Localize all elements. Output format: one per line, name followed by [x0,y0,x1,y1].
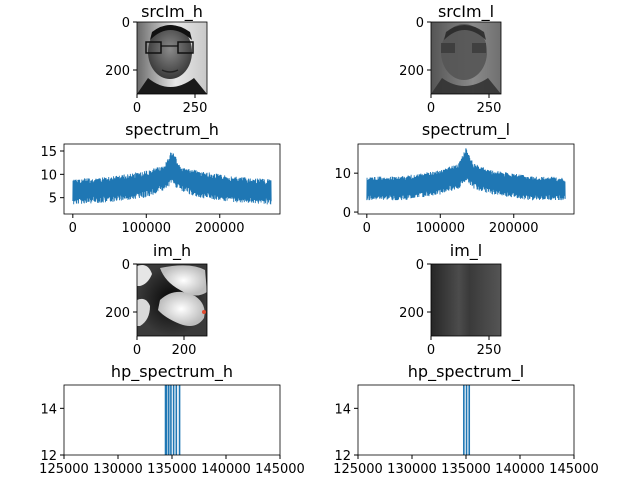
y-tick-label: 0 [122,16,130,31]
x-tick-label: 145000 [255,462,305,477]
axes-frame [357,143,575,215]
panel-srcim-h: srcIm_h 0 250 0 200 [105,2,207,116]
x-tick-label: 0 [133,343,141,358]
y-tick-label: 12 [40,449,57,464]
x-tick-label: 200000 [195,221,245,236]
y-tick-label: 200 [399,306,424,321]
panel-spectrum-l: spectrum_l 0 100000 200000 0 10 [334,120,575,236]
panel-hp-spectrum-h: hp_spectrum_h 125000 130000 135000 140000 14… [39,362,305,477]
y-tick-label: 14 [334,402,351,417]
spectrum-line [72,152,272,205]
x-tick-label: 250 [477,343,502,358]
y-tick-label: 10 [40,168,57,183]
panel-hp-spectrum-l: hp_spectrum_l 125000 130000 135000 140000 14… [333,362,599,477]
axes-frame [63,384,281,456]
y-tick-label: 0 [416,16,424,31]
blob-image [137,264,207,336]
y-tick-label: 200 [105,306,130,321]
y-tick-label: 10 [334,167,351,182]
y-axis: 0 200 [105,258,137,321]
x-tick-label: 0 [427,343,435,358]
axes-frame [430,21,502,95]
x-axis: 0 250 [427,336,502,358]
x-tick-label: 135000 [441,462,491,477]
x-tick-label: 0 [363,221,371,236]
y-tick-label: 12 [334,449,351,464]
panel-im-h: im_h 0 200 0 200 [105,241,208,358]
panel-srcim-l: srcIm_l 0 250 0 200 [399,2,501,116]
x-tick-label: 0 [133,101,141,116]
x-tick-label: 0 [69,221,77,236]
x-tick-label: 130000 [387,462,437,477]
x-tick-label: 125000 [39,462,89,477]
panel-title: spectrum_l [422,120,510,140]
y-axis: 0 200 [105,16,137,79]
panel-spectrum-h: spectrum_h 0 100000 200000 5 10 15 [40,120,281,236]
y-axis: 0 200 [399,16,431,79]
panel-title: srcIm_h [141,2,203,22]
x-tick-label: 140000 [201,462,251,477]
y-axis: 0 200 [399,258,431,321]
y-tick-label: 200 [399,64,424,79]
face-image-blurred [431,22,501,94]
spectrum-line [366,148,566,201]
axes-frame [63,143,281,215]
x-tick-label: 250 [183,101,208,116]
x-tick-label: 140000 [495,462,545,477]
x-axis: 0 250 [133,94,208,116]
x-tick-label: 200000 [489,221,539,236]
panel-title: im_l [450,241,482,261]
panel-title: hp_spectrum_h [111,362,233,382]
axes-frame [136,263,208,337]
y-tick-label: 14 [40,402,57,417]
x-tick-label: 100000 [415,221,465,236]
x-tick-label: 145000 [549,462,599,477]
y-tick-label: 0 [416,258,424,273]
x-tick-label: 125000 [333,462,383,477]
face-image-sharp [137,22,207,94]
y-tick-label: 5 [49,192,57,207]
x-tick-label: 100000 [121,221,171,236]
x-tick-label: 250 [477,101,502,116]
x-tick-label: 200 [172,343,197,358]
x-axis: 0 200 [133,336,197,358]
y-tick-label: 0 [343,206,351,221]
x-tick-label: 130000 [93,462,143,477]
axes-frame [430,263,502,337]
y-tick-label: 15 [40,145,57,160]
x-tick-label: 0 [427,101,435,116]
panel-title: hp_spectrum_l [408,362,524,382]
panel-title: im_h [153,241,191,261]
panel-im-l: im_l 0 250 0 200 [399,241,501,358]
panel-title: spectrum_h [125,120,219,140]
x-tick-label: 135000 [147,462,197,477]
panel-title: srcIm_l [438,2,494,22]
gradient-image [431,264,501,336]
x-axis: 0 250 [427,94,502,116]
axes-frame [136,21,208,95]
y-tick-label: 200 [105,64,130,79]
y-tick-label: 0 [122,258,130,273]
